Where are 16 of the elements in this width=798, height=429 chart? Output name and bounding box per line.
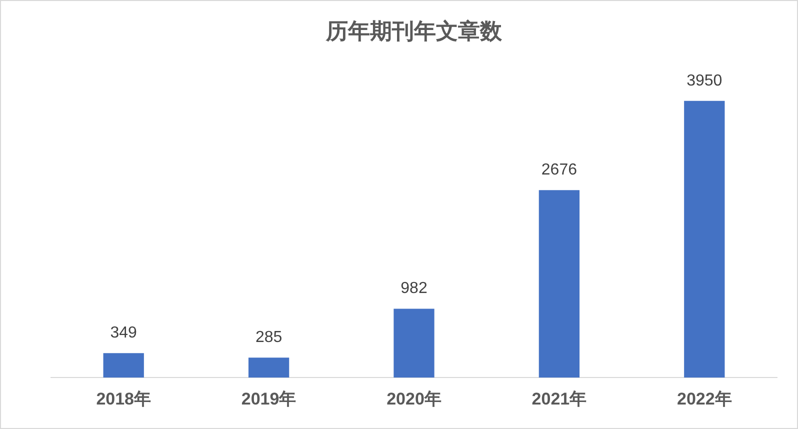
x-tick-label: 2018年 bbox=[96, 389, 152, 408]
x-tick-label: 2020年 bbox=[386, 389, 442, 408]
bar bbox=[394, 308, 434, 378]
x-tick-label: 2021年 bbox=[532, 389, 587, 408]
x-tick-label: 2019年 bbox=[241, 389, 296, 408]
bar bbox=[103, 353, 144, 378]
data-label: 982 bbox=[400, 280, 428, 298]
data-label: 3950 bbox=[686, 72, 722, 90]
data-label: 349 bbox=[110, 324, 138, 342]
bar bbox=[248, 358, 290, 378]
bar bbox=[684, 100, 725, 378]
data-label: 285 bbox=[255, 329, 282, 346]
chart-title: 历年期刊年文章数 bbox=[325, 18, 503, 44]
x-tick-label: 2022年 bbox=[676, 389, 732, 408]
bar bbox=[538, 190, 580, 378]
data-label: 2676 bbox=[541, 162, 578, 179]
